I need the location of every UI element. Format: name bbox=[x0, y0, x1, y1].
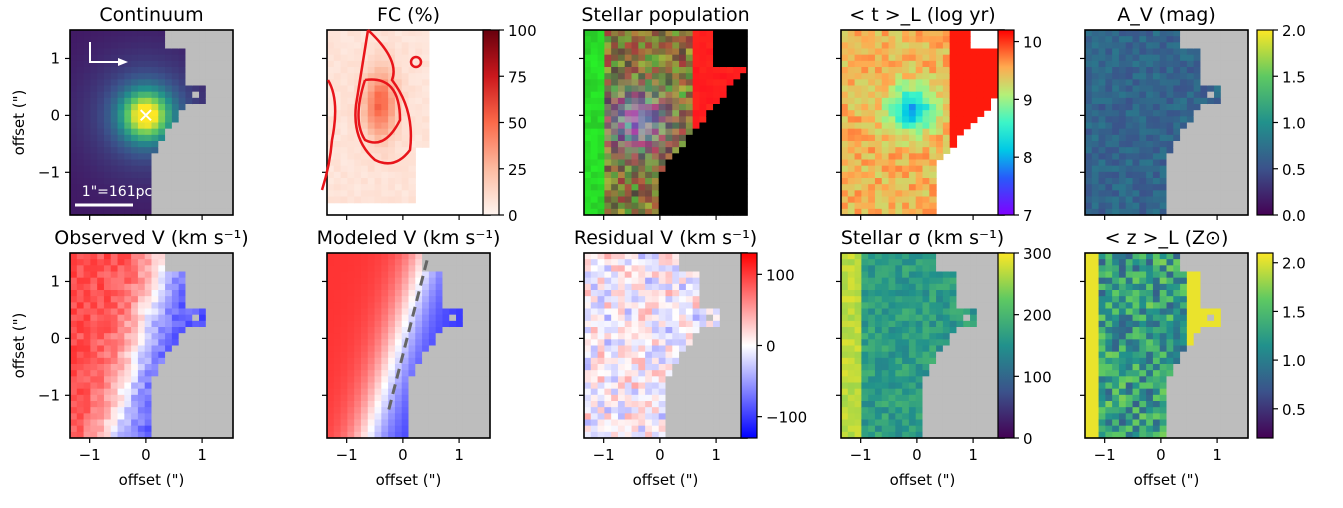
colorbar-tick-label: 100 bbox=[766, 266, 795, 284]
colorbar-tick-label: 7 bbox=[1023, 207, 1033, 225]
x-tick-label: 1 bbox=[197, 446, 207, 464]
colorbar-tick-label: 9 bbox=[1023, 91, 1033, 109]
stellar-sigma-colorbar bbox=[998, 253, 1014, 438]
mean-age-title: < t >_L (log yr) bbox=[849, 4, 995, 26]
fc-colorbar bbox=[483, 30, 499, 215]
x-tick-label: 0 bbox=[398, 446, 408, 464]
scalebar-label: 1"=161pc bbox=[82, 184, 152, 200]
y-tick-label: 0 bbox=[50, 106, 60, 124]
observed-v-map bbox=[70, 253, 234, 439]
residual-v-title: Residual V (km s⁻¹) bbox=[574, 227, 757, 249]
x-tick-label: 0 bbox=[1156, 446, 1166, 464]
x-axis-label: offset (") bbox=[1134, 471, 1200, 489]
colorbar-tick-label: 8 bbox=[1023, 149, 1033, 167]
stellar-population-title: Stellar population bbox=[581, 4, 749, 26]
metallicity-map bbox=[1085, 253, 1249, 439]
x-tick-label: −1 bbox=[850, 446, 872, 464]
x-tick-label: 1 bbox=[454, 446, 464, 464]
x-tick-label: −1 bbox=[593, 446, 615, 464]
stellar-sigma-title: Stellar σ (km s⁻¹) bbox=[841, 227, 1004, 249]
colorbar-tick-label: 75 bbox=[508, 68, 527, 86]
mean-age-colorbar bbox=[998, 30, 1014, 215]
y-tick-label: 1 bbox=[50, 272, 60, 290]
colorbar-tick-label: 100 bbox=[1023, 368, 1052, 386]
colorbar-tick-label: 10 bbox=[1023, 34, 1042, 52]
colorbar-tick-label: 0 bbox=[508, 207, 518, 225]
av-title: A_V (mag) bbox=[1117, 4, 1216, 26]
x-tick-label: 1 bbox=[968, 446, 978, 464]
x-tick-label: −1 bbox=[1094, 446, 1116, 464]
residual-v-colorbar bbox=[741, 253, 757, 438]
x-axis-label: offset (") bbox=[376, 471, 442, 489]
av-map bbox=[1085, 30, 1249, 216]
av-colorbar bbox=[1257, 30, 1273, 215]
modeled-v-title: Modeled V (km s⁻¹) bbox=[317, 227, 501, 249]
metallicity-colorbar bbox=[1257, 253, 1273, 438]
fc-title: FC (%) bbox=[377, 4, 440, 26]
y-tick-label: −1 bbox=[38, 386, 60, 404]
colorbar-tick-label: 0 bbox=[766, 338, 776, 356]
y-axis-label: offset (") bbox=[10, 313, 28, 379]
colorbar-tick-label: 0.5 bbox=[1282, 161, 1306, 179]
colorbar-tick-label: 1.0 bbox=[1282, 115, 1306, 133]
y-axis-label: offset (") bbox=[10, 90, 28, 156]
colorbar-tick-label: 1.5 bbox=[1282, 68, 1306, 86]
observed-v-title: Observed V (km s⁻¹) bbox=[54, 227, 248, 249]
y-tick-label: 1 bbox=[50, 49, 60, 67]
x-tick-label: 0 bbox=[655, 446, 665, 464]
colorbar-tick-label: 0 bbox=[1023, 430, 1033, 448]
continuum-title: Continuum bbox=[99, 4, 203, 26]
x-tick-label: −1 bbox=[79, 446, 101, 464]
x-tick-label: 0 bbox=[141, 446, 151, 464]
colorbar-tick-label: 0.0 bbox=[1282, 207, 1306, 225]
mean-age-map bbox=[841, 30, 1005, 216]
colorbar-tick-label: 2.0 bbox=[1282, 255, 1306, 273]
metallicity-title: < z >_L (Z⊙) bbox=[1105, 227, 1229, 249]
colorbar-tick-label: 25 bbox=[508, 161, 527, 179]
colorbar-tick-label: 300 bbox=[1023, 245, 1052, 263]
x-tick-label: 0 bbox=[912, 446, 922, 464]
stellar-population-map bbox=[584, 30, 748, 216]
colorbar-tick-label: 0.5 bbox=[1282, 401, 1306, 419]
nucleus-marker: ✕ bbox=[137, 103, 154, 127]
x-tick-label: −1 bbox=[336, 446, 358, 464]
fc-map bbox=[327, 30, 429, 203]
colorbar-tick-label: 1.0 bbox=[1282, 352, 1306, 370]
x-tick-label: 1 bbox=[1212, 446, 1222, 464]
colorbar-tick-label: 50 bbox=[508, 115, 527, 133]
colorbar-tick-label: 200 bbox=[1023, 307, 1052, 325]
y-tick-label: 0 bbox=[50, 329, 60, 347]
x-axis-label: offset (") bbox=[890, 471, 956, 489]
modeled-v-map bbox=[327, 253, 491, 439]
stellar-sigma-map bbox=[841, 253, 1005, 439]
residual-v-map bbox=[584, 253, 748, 439]
y-tick-label: −1 bbox=[38, 163, 60, 181]
colorbar-tick-label: −100 bbox=[766, 409, 807, 427]
colorbar-tick-label: 100 bbox=[508, 22, 537, 40]
x-axis-label: offset (") bbox=[633, 471, 699, 489]
x-tick-label: 1 bbox=[711, 446, 721, 464]
colorbar-tick-label: 1.5 bbox=[1282, 303, 1306, 321]
colorbar-tick-label: 2.0 bbox=[1282, 22, 1306, 40]
x-axis-label: offset (") bbox=[119, 471, 185, 489]
